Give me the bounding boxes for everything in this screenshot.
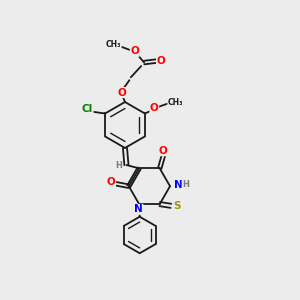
Text: O: O xyxy=(157,56,165,66)
Text: S: S xyxy=(174,201,181,212)
Text: CH₃: CH₃ xyxy=(168,98,183,107)
Text: H: H xyxy=(115,161,122,170)
Text: H: H xyxy=(182,180,189,189)
Text: Cl: Cl xyxy=(82,104,93,114)
Text: O: O xyxy=(107,177,116,188)
Text: O: O xyxy=(130,46,139,56)
Text: N: N xyxy=(174,180,183,190)
Text: O: O xyxy=(159,146,168,156)
Text: N: N xyxy=(134,204,143,214)
Text: O: O xyxy=(117,88,126,98)
Text: O: O xyxy=(150,103,159,113)
Text: CH₃: CH₃ xyxy=(106,40,121,50)
